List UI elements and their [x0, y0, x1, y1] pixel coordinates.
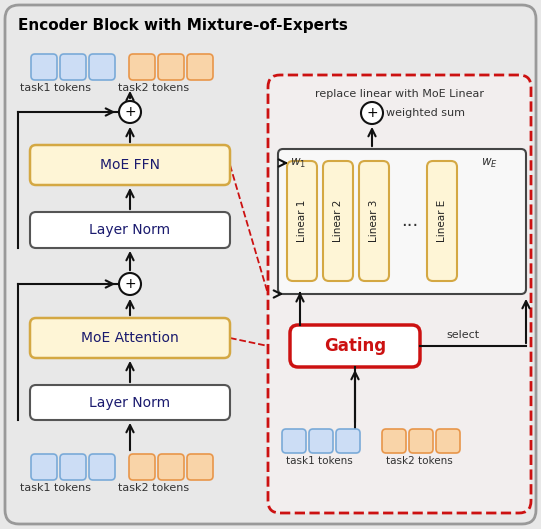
Text: Layer Norm: Layer Norm — [89, 223, 170, 237]
FancyBboxPatch shape — [187, 454, 213, 480]
Text: task2 tokens: task2 tokens — [386, 456, 452, 466]
FancyBboxPatch shape — [278, 149, 526, 294]
FancyBboxPatch shape — [30, 318, 230, 358]
Text: task2 tokens: task2 tokens — [118, 83, 189, 93]
FancyBboxPatch shape — [31, 454, 57, 480]
Text: Linear 3: Linear 3 — [369, 200, 379, 242]
FancyBboxPatch shape — [336, 429, 360, 453]
FancyBboxPatch shape — [5, 5, 536, 524]
FancyBboxPatch shape — [268, 75, 531, 513]
FancyBboxPatch shape — [129, 54, 155, 80]
FancyBboxPatch shape — [30, 385, 230, 420]
FancyBboxPatch shape — [89, 54, 115, 80]
Text: Encoder Block with Mixture-of-Experts: Encoder Block with Mixture-of-Experts — [18, 18, 348, 33]
FancyBboxPatch shape — [409, 429, 433, 453]
Circle shape — [119, 101, 141, 123]
Text: MoE FFN: MoE FFN — [100, 158, 160, 172]
FancyBboxPatch shape — [60, 54, 86, 80]
Text: Linear 2: Linear 2 — [333, 200, 343, 242]
Text: Linear E: Linear E — [437, 200, 447, 242]
Circle shape — [119, 273, 141, 295]
Text: $w_E$: $w_E$ — [481, 157, 498, 170]
Text: Linear 1: Linear 1 — [297, 200, 307, 242]
FancyBboxPatch shape — [89, 454, 115, 480]
FancyBboxPatch shape — [290, 325, 420, 367]
FancyBboxPatch shape — [158, 54, 184, 80]
FancyBboxPatch shape — [323, 161, 353, 281]
Text: MoE Attention: MoE Attention — [81, 331, 179, 345]
Text: task1 tokens: task1 tokens — [21, 83, 91, 93]
FancyBboxPatch shape — [129, 454, 155, 480]
Text: $+$: $+$ — [366, 106, 378, 120]
Text: ...: ... — [401, 212, 419, 230]
Circle shape — [361, 102, 383, 124]
FancyBboxPatch shape — [382, 429, 406, 453]
FancyBboxPatch shape — [282, 429, 306, 453]
FancyBboxPatch shape — [60, 454, 86, 480]
FancyBboxPatch shape — [427, 161, 457, 281]
FancyBboxPatch shape — [287, 161, 317, 281]
Text: task1 tokens: task1 tokens — [21, 483, 91, 493]
Text: task2 tokens: task2 tokens — [118, 483, 189, 493]
FancyBboxPatch shape — [30, 145, 230, 185]
Text: Layer Norm: Layer Norm — [89, 396, 170, 409]
FancyBboxPatch shape — [30, 212, 230, 248]
Text: $+$: $+$ — [124, 105, 136, 119]
Text: task1 tokens: task1 tokens — [286, 456, 352, 466]
Text: $w_1$: $w_1$ — [290, 157, 306, 170]
FancyBboxPatch shape — [158, 454, 184, 480]
FancyBboxPatch shape — [359, 161, 389, 281]
Text: $+$: $+$ — [124, 277, 136, 291]
Text: replace linear with MoE Linear: replace linear with MoE Linear — [315, 89, 484, 99]
Text: weighted sum: weighted sum — [386, 108, 465, 118]
FancyBboxPatch shape — [187, 54, 213, 80]
Text: Gating: Gating — [324, 337, 386, 355]
FancyBboxPatch shape — [31, 54, 57, 80]
FancyBboxPatch shape — [436, 429, 460, 453]
FancyBboxPatch shape — [309, 429, 333, 453]
Text: select: select — [446, 330, 479, 340]
